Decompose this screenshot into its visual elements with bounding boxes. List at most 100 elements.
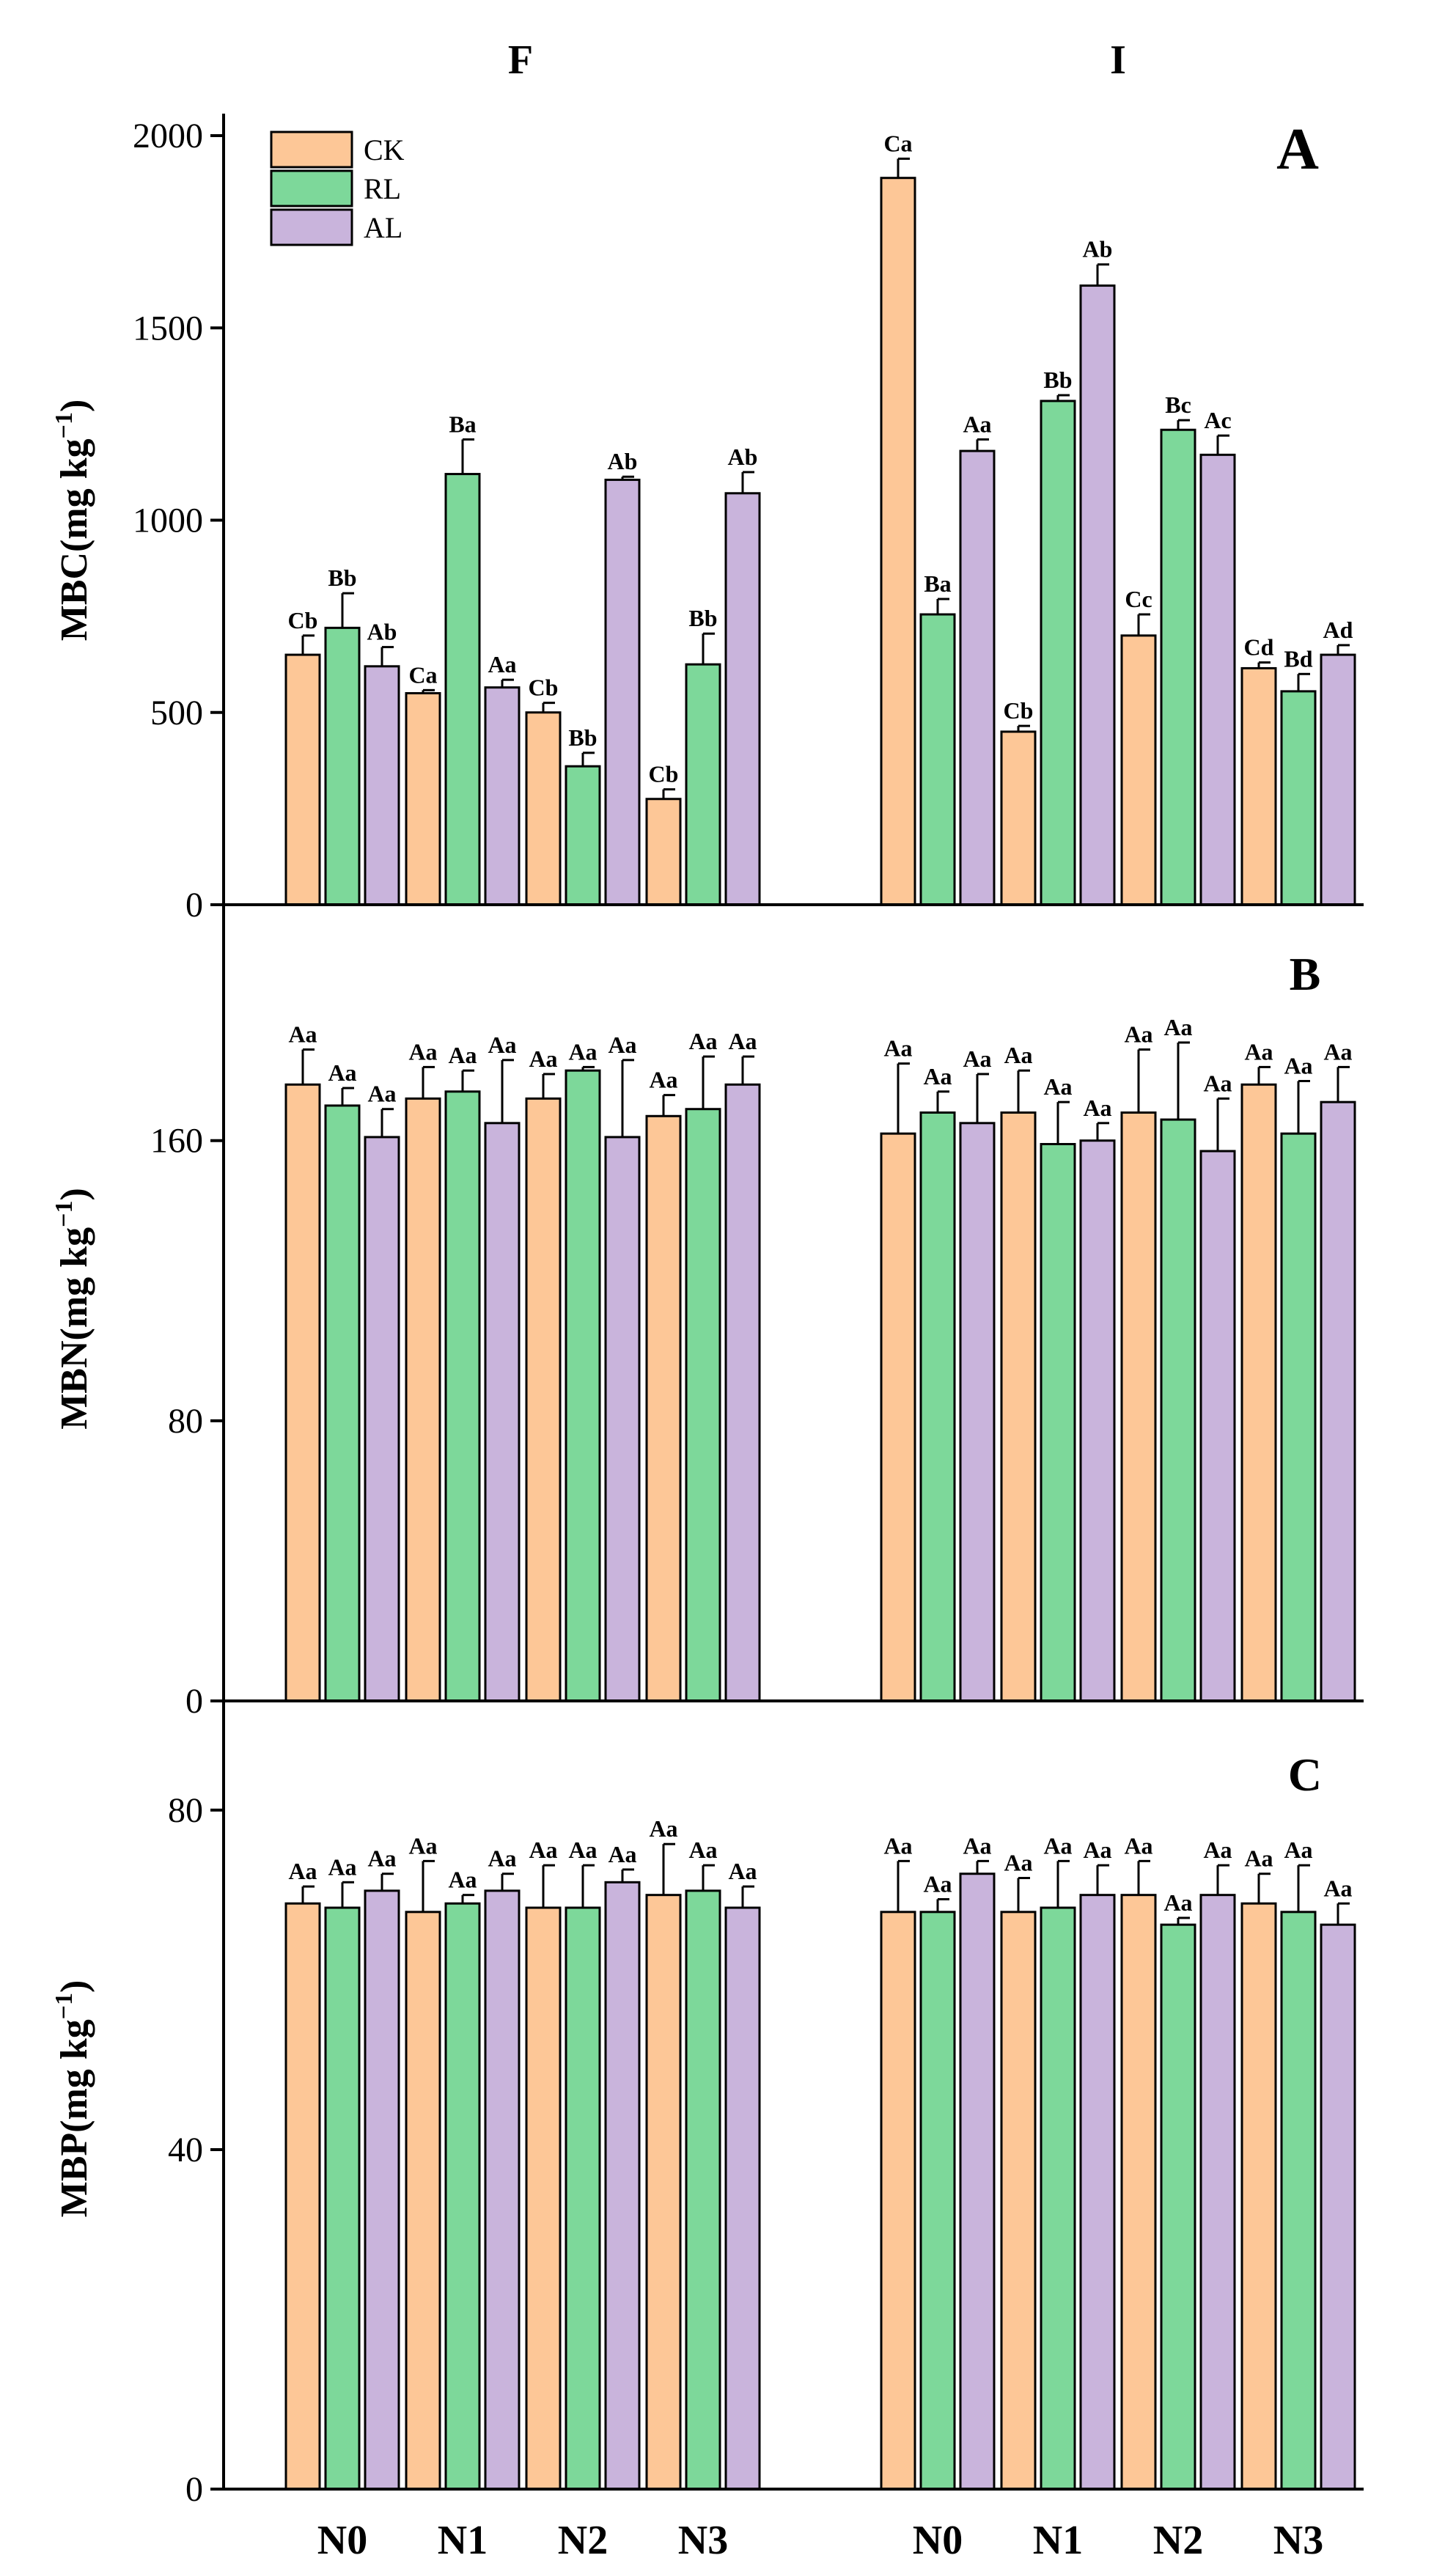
error-bar-a-i-n2-al — [1216, 434, 1229, 455]
bar-a-f-n0-al — [364, 665, 400, 906]
legend-swatch-al — [270, 208, 353, 246]
bar-c-i-n1-ck — [1000, 1911, 1037, 2491]
error-bar-a-i-n0-rl — [936, 598, 949, 615]
error-bar-b-i-n3-rl — [1297, 1080, 1310, 1134]
error-bar-b-i-n0-rl — [936, 1090, 949, 1113]
error-bar-c-i-n3-ck — [1257, 1872, 1271, 1904]
bar-a-i-n2-ck — [1120, 634, 1157, 906]
sig-label-b-f-n0-rl: Aa — [328, 1059, 356, 1086]
error-bar-a-i-n2-ck — [1137, 613, 1150, 636]
y-tick-label-a-2000: 2000 — [133, 117, 203, 155]
error-bar-a-f-n2-al — [621, 475, 634, 480]
sig-label-b-f-n2-ck: Aa — [529, 1045, 557, 1072]
bar-c-i-n3-rl — [1280, 1911, 1317, 2491]
bar-b-f-n1-al — [484, 1122, 521, 1702]
legend-label-ck: CK — [364, 133, 405, 166]
error-bar-b-i-n2-al — [1216, 1097, 1229, 1152]
sig-label-b-i-n3-al: Aa — [1323, 1038, 1352, 1065]
sig-label-c-f-n3-ck: Aa — [649, 1815, 677, 1842]
sig-label-c-f-n1-al: Aa — [488, 1845, 516, 1872]
error-bar-a-f-n0-rl — [341, 592, 354, 628]
bar-a-f-n0-rl — [324, 626, 361, 906]
error-bar-c-f-n3-rl — [702, 1864, 715, 1891]
legend-label-al: AL — [364, 211, 402, 244]
sig-label-c-i-n1-ck: Aa — [1004, 1850, 1032, 1876]
sig-label-a-f-n2-al: Ab — [608, 448, 638, 474]
error-bar-c-f-n1-ck — [422, 1859, 435, 1912]
sig-label-b-f-n3-ck: Aa — [649, 1067, 677, 1093]
x-category-label-f-n2: N2 — [558, 2518, 608, 2563]
error-bar-c-f-n0-al — [380, 1872, 394, 1891]
sig-label-c-f-n2-ck: Aa — [529, 1837, 557, 1863]
sig-label-b-f-n1-rl: Aa — [448, 1042, 477, 1068]
sig-label-a-f-n2-ck: Cb — [529, 675, 559, 701]
error-bar-c-f-n1-al — [501, 1872, 514, 1891]
error-bar-a-f-n3-al — [741, 471, 754, 493]
y-tick-label-b-0: 0 — [185, 1682, 203, 1721]
error-bar-a-i-n0-ck — [897, 157, 910, 178]
bar-a-f-n3-al — [724, 492, 761, 906]
x-category-label-i-n2: N2 — [1153, 2518, 1203, 2563]
bar-c-f-n3-rl — [685, 1889, 721, 2491]
error-bar-c-i-n3-rl — [1297, 1864, 1310, 1912]
bar-a-i-n2-rl — [1160, 428, 1196, 906]
error-bar-c-f-n2-ck — [542, 1864, 555, 1908]
sig-label-c-f-n2-al: Aa — [608, 1841, 636, 1867]
error-bar-c-f-n3-al — [741, 1885, 754, 1908]
bar-a-i-n1-al — [1079, 284, 1116, 906]
sig-label-c-i-n3-ck: Aa — [1244, 1845, 1273, 1872]
error-bar-a-i-n3-al — [1336, 644, 1350, 655]
bar-a-f-n2-rl — [565, 765, 601, 906]
bar-a-f-n0-ck — [284, 653, 321, 906]
error-bar-b-f-n1-al — [501, 1059, 514, 1123]
error-bar-c-i-n2-al — [1216, 1864, 1229, 1895]
bar-c-f-n2-ck — [525, 1906, 562, 2491]
bar-b-f-n3-al — [724, 1083, 761, 1702]
error-bar-a-f-n1-ck — [422, 688, 435, 694]
sig-label-a-i-n2-rl: Bc — [1165, 392, 1191, 418]
bar-c-i-n1-rl — [1040, 1906, 1076, 2491]
sig-label-b-f-n2-al: Aa — [608, 1032, 636, 1058]
sig-label-a-f-n3-al: Ab — [728, 444, 758, 470]
bar-a-i-n0-ck — [880, 177, 916, 906]
bar-c-f-n3-ck — [645, 1894, 682, 2491]
error-bar-b-i-n3-al — [1336, 1065, 1350, 1103]
sig-label-b-f-n1-ck: Aa — [408, 1038, 437, 1065]
sig-label-a-i-n2-al: Ac — [1204, 407, 1231, 433]
y-tick-label-b-160: 160 — [150, 1122, 203, 1161]
error-bar-b-i-n1-al — [1096, 1122, 1109, 1141]
bar-b-i-n0-ck — [880, 1132, 916, 1702]
sig-label-c-i-n0-ck: Aa — [883, 1832, 912, 1859]
bar-c-i-n2-ck — [1120, 1894, 1157, 2491]
sig-label-c-f-n3-al: Aa — [728, 1858, 757, 1884]
bar-b-f-n3-ck — [645, 1114, 682, 1702]
sig-label-c-f-n1-rl: Aa — [448, 1867, 477, 1893]
sig-label-a-f-n1-ck: Ca — [408, 661, 437, 688]
sig-label-b-i-n1-ck: Aa — [1004, 1042, 1032, 1068]
sig-label-c-i-n1-al: Aa — [1083, 1837, 1111, 1863]
error-bar-b-i-n0-ck — [897, 1062, 910, 1134]
error-bar-a-i-n0-al — [976, 438, 989, 452]
legend-swatch-rl — [270, 169, 353, 207]
y-tick-label-a-0: 0 — [185, 886, 203, 925]
sig-label-c-f-n2-rl: Aa — [568, 1837, 597, 1863]
legend-label-rl: RL — [364, 172, 401, 205]
error-bar-b-f-n0-al — [380, 1108, 394, 1137]
error-bar-a-i-n1-al — [1096, 263, 1109, 286]
sig-label-a-i-n1-al: Ab — [1083, 236, 1113, 262]
bar-b-f-n1-rl — [444, 1090, 481, 1702]
x-category-label-f-n3: N3 — [678, 2518, 728, 2563]
error-bar-b-i-n3-ck — [1257, 1065, 1271, 1085]
error-bar-a-f-n0-ck — [301, 634, 315, 655]
x-axis-labels: N0 N1 N2 N3 N0 N1 N2 N3 — [317, 2518, 1323, 2563]
error-bar-b-f-n0-ck — [301, 1048, 315, 1085]
sig-label-a-i-n1-rl: Bb — [1043, 367, 1072, 393]
panel-letter-a: A — [1276, 117, 1319, 182]
error-bar-c-i-n1-al — [1096, 1864, 1109, 1895]
bar-c-i-n1-al — [1079, 1894, 1116, 2491]
error-bar-b-f-n1-rl — [461, 1069, 474, 1092]
sig-label-a-i-n3-rl: Bd — [1284, 645, 1312, 672]
error-bar-c-i-n0-al — [976, 1859, 989, 1874]
error-bar-b-i-n1-rl — [1056, 1100, 1070, 1144]
bar-c-i-n0-al — [959, 1872, 996, 2491]
